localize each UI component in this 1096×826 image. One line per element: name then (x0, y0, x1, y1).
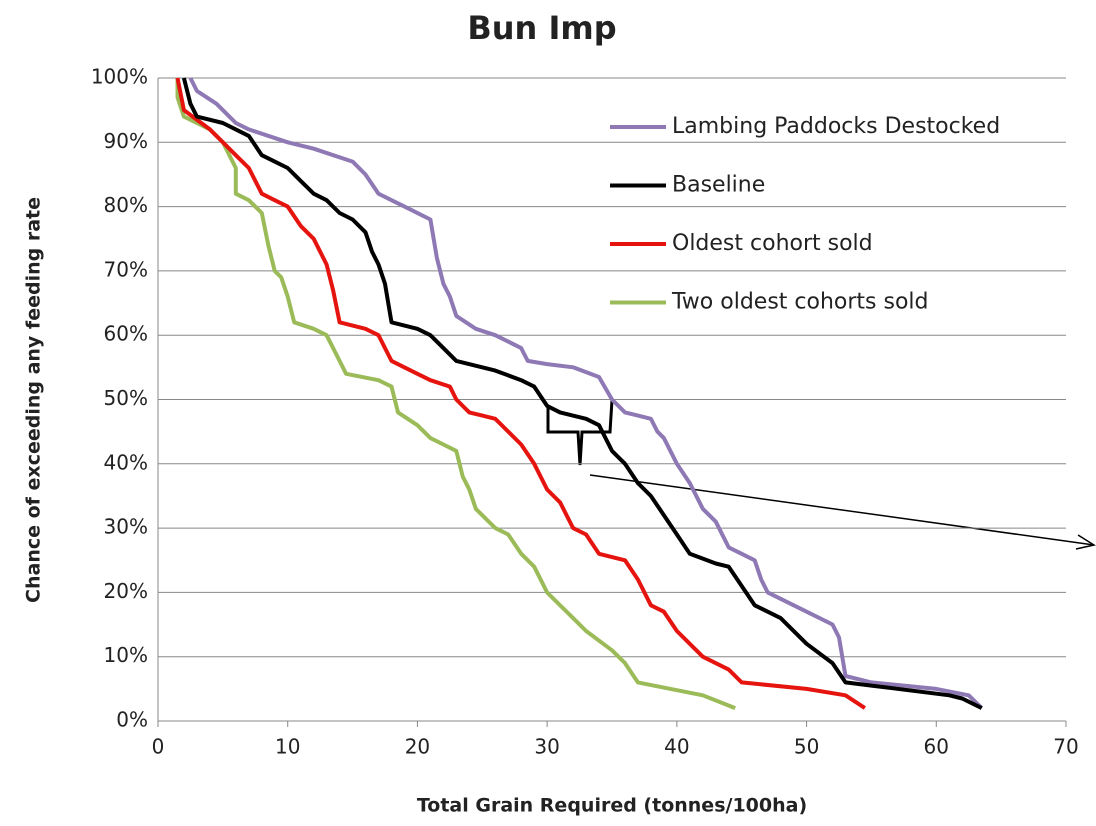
y-tick-label: 60% (104, 322, 148, 346)
data-line (175, 77, 867, 710)
legend-label: Two oldest cohorts sold (671, 290, 928, 315)
y-tick-label: 30% (104, 515, 148, 539)
y-tick-label: 90% (104, 129, 148, 153)
x-tick-label: 10 (275, 735, 300, 759)
legend-label: Baseline (672, 173, 765, 198)
y-tick-label: 20% (104, 579, 148, 603)
arrow-line (589, 474, 1095, 546)
y-tick-label: 80% (104, 193, 148, 217)
x-tick-label: 30 (534, 735, 559, 759)
x-tick-label: 70 (1053, 735, 1078, 759)
x-tick-label: 50 (794, 735, 819, 759)
x-tick-label: 40 (664, 735, 689, 759)
y-tick-label: 50% (104, 386, 148, 410)
x-axis-label: Total Grain Required (tonnes/100ha) (417, 795, 807, 817)
data-line (181, 77, 983, 710)
y-tick-label: 0% (116, 708, 148, 732)
y-tick-label: 70% (104, 257, 148, 281)
arrow-head (1075, 534, 1096, 550)
brace-annotation (546, 399, 614, 466)
data-line (188, 77, 984, 710)
y-tick-label: 100% (91, 65, 148, 89)
y-tick-label: 10% (104, 643, 148, 667)
y-axis-label: Chance of exceeding any feeding rate (23, 197, 45, 603)
x-tick-label: 60 (924, 735, 949, 759)
legend-label: Oldest cohort sold (672, 231, 873, 256)
y-tick-label: 40% (104, 450, 148, 474)
data-line (175, 78, 736, 710)
x-tick-label: 0 (152, 735, 165, 759)
chart-title: Bun Imp (467, 9, 616, 47)
legend-label: Lambing Paddocks Destocked (672, 114, 1000, 139)
x-tick-label: 20 (405, 735, 430, 759)
